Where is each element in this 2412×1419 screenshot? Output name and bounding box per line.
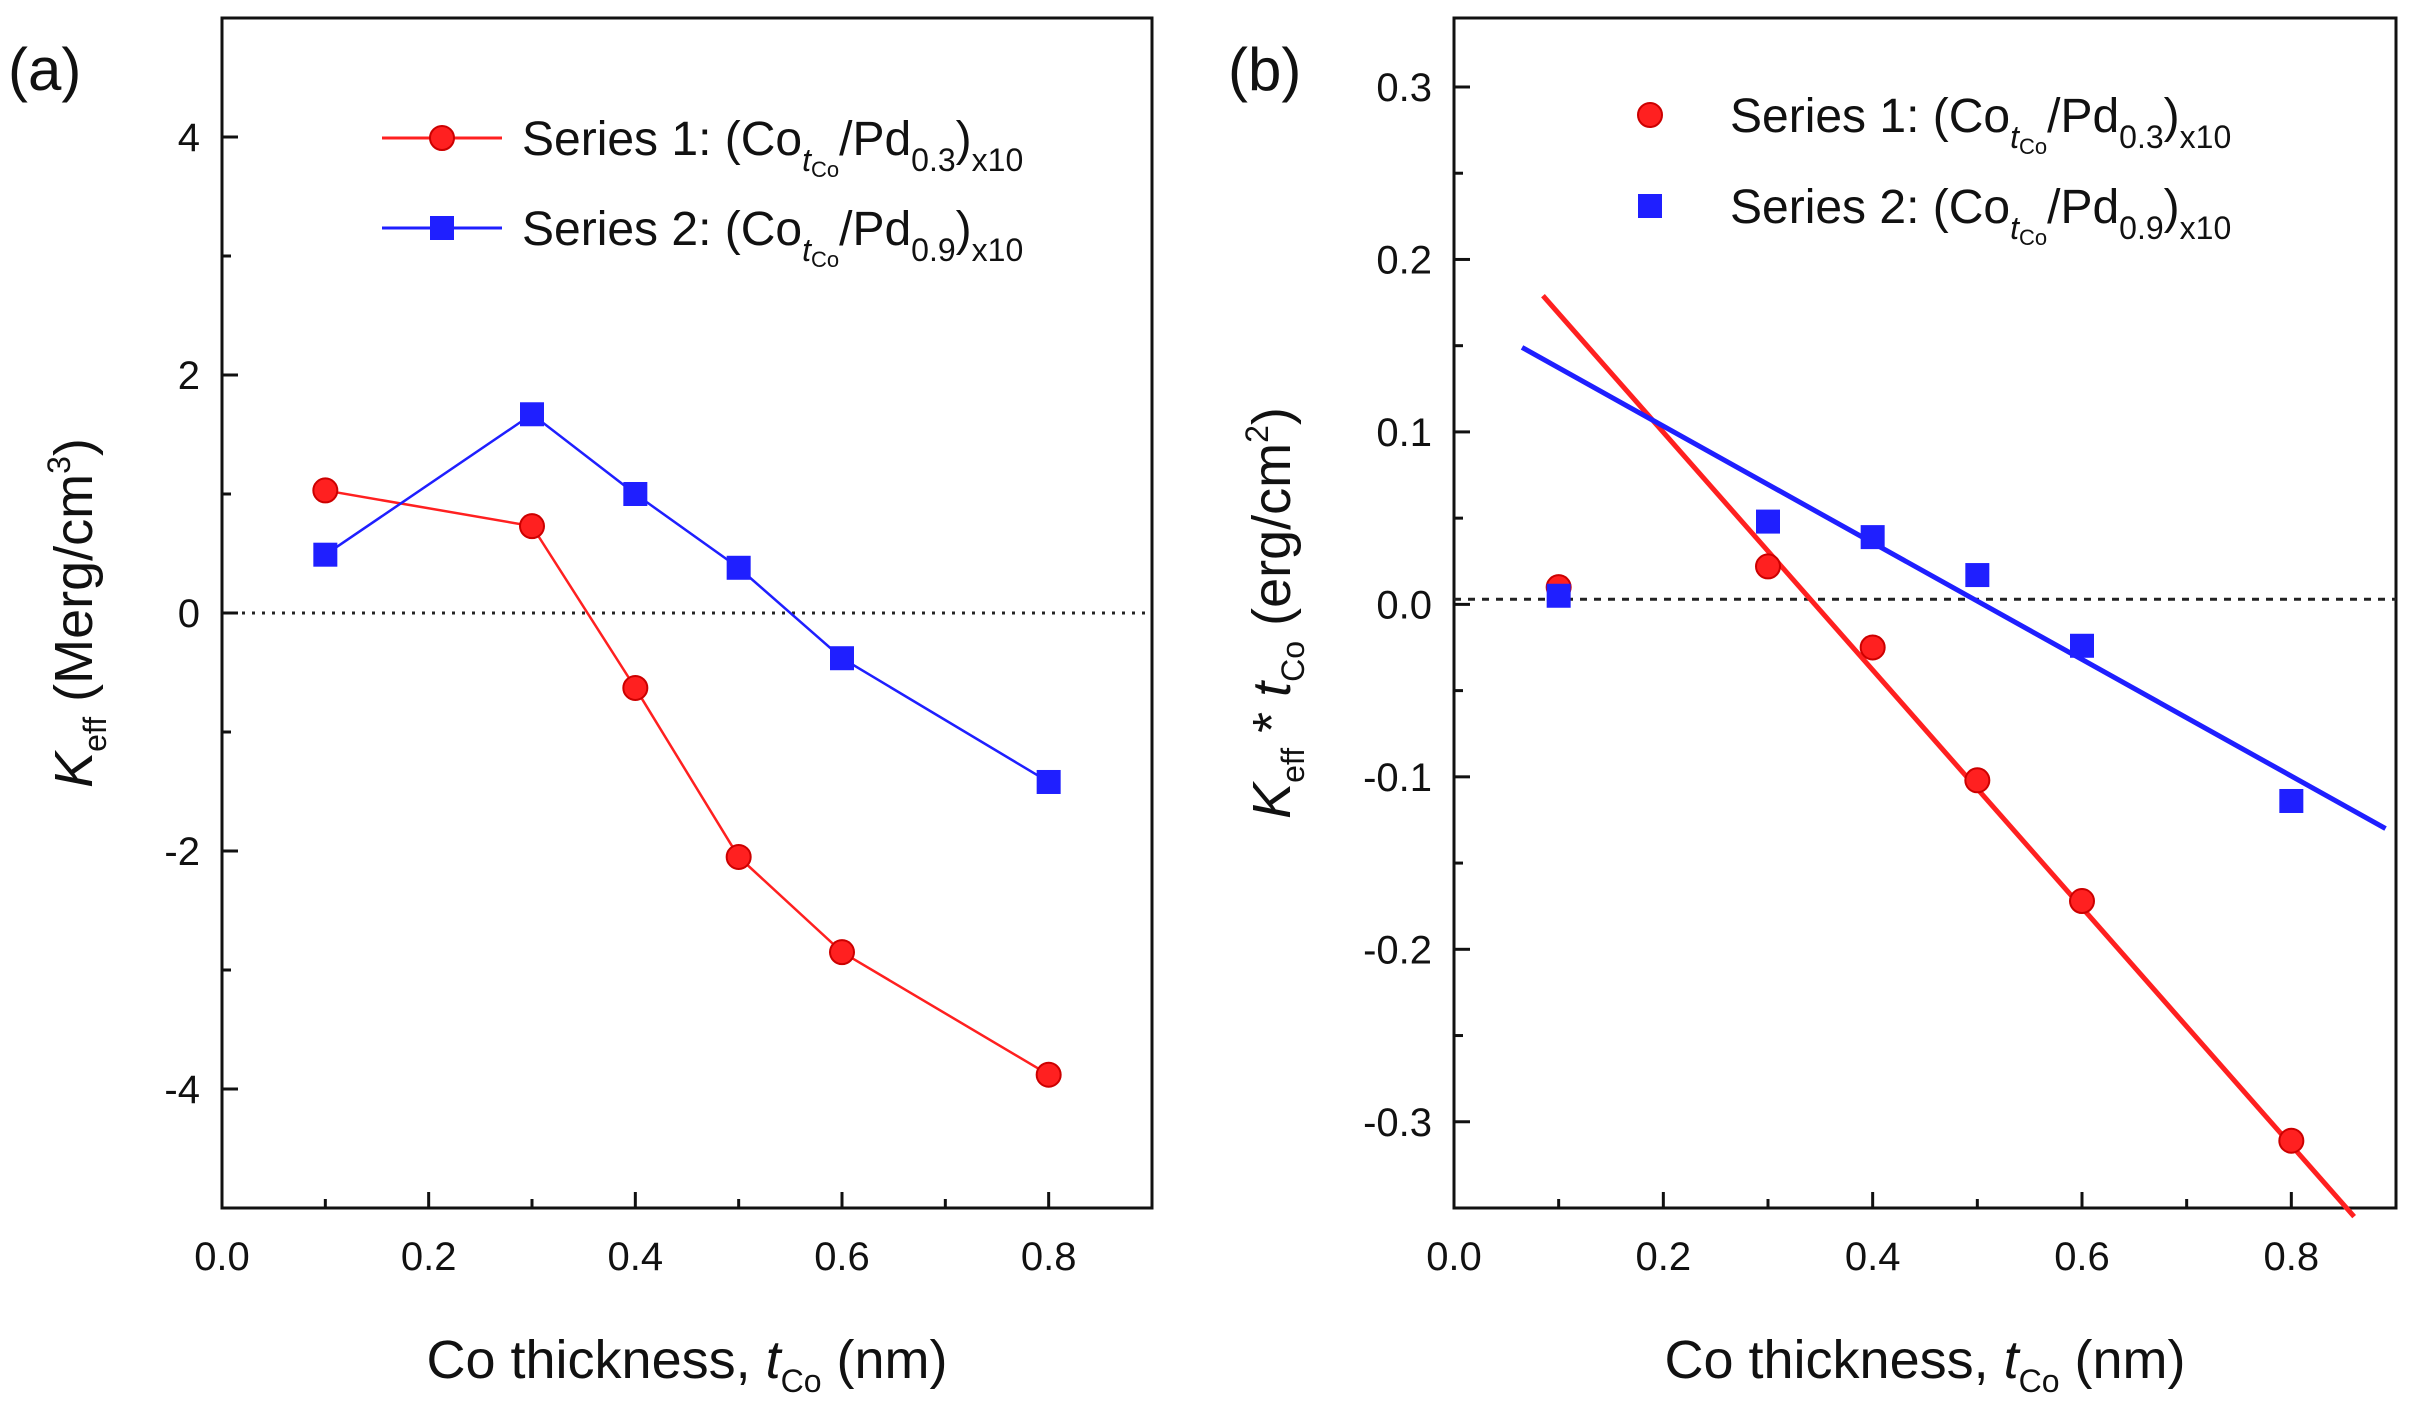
series-2-point (1965, 563, 1990, 588)
y-tick-label: -0.3 (1363, 1101, 1432, 1145)
series-1-point (1755, 553, 1781, 580)
series-1-line (325, 489, 1050, 1076)
series-2-line (324, 412, 1050, 784)
series-2-point (520, 402, 544, 427)
series-1-point (2278, 1127, 2305, 1154)
y-tick-label: -4 (164, 1068, 200, 1112)
series-1-fit-line (1541, 294, 2357, 1219)
y-tick-label: -0.2 (1363, 928, 1432, 972)
legend-label-series-1: Series 1: (CotCo/Pd0.3)x10 (1730, 90, 2231, 159)
legend-marker-series-1 (1637, 102, 1663, 128)
y-tick-label: 0.2 (1376, 238, 1432, 282)
y-tick-label: 0 (178, 592, 200, 636)
series-2 (1520, 345, 2387, 831)
series-2-point (830, 646, 854, 671)
series-1-point (1964, 767, 1991, 794)
legend-label-series-1: Series 1: (CotCo/Pd0.3)x10 (522, 113, 1023, 182)
panel-b-y-axis-label: Keff * tCo (erg/cm2) (1239, 407, 1311, 819)
series-1-point (1035, 1061, 1062, 1088)
x-tick-label: 0.4 (1845, 1235, 1901, 1279)
legend-marker-series-2 (1638, 194, 1662, 218)
series-2-point (1036, 769, 1061, 794)
series-2-point (313, 542, 338, 567)
panel-a: (a) 0.0 0.2 0.4 0.6 0.8 4 2 0 -2 -4 Series 1: (C… (8, 16, 1154, 1399)
panel-b-legend-series-2: Series 2: (CotCo/Pd0.9)x10 (1638, 181, 2231, 250)
series-1-point (829, 939, 855, 966)
legend-label-series-2: Series 2: (CotCo/Pd0.9)x10 (522, 203, 1023, 272)
x-tick-label: 0.6 (2054, 1235, 2110, 1279)
series-1 (312, 477, 1062, 1088)
y-tick-label: 0.0 (1376, 583, 1432, 627)
panel-b-x-axis-label: Co thickness, tCo (nm) (1664, 1330, 2185, 1399)
series-2-point (1860, 525, 1885, 550)
y-tick-label: 0.3 (1376, 66, 1432, 110)
panel-b-x-ticks: 0.0 0.2 0.4 0.6 0.8 (1426, 1192, 2319, 1279)
x-tick-label: 0.0 (1426, 1235, 1482, 1279)
series-2-point (2279, 788, 2304, 813)
y-tick-label: 0.1 (1376, 411, 1432, 455)
series-2-point (623, 482, 648, 506)
panel-a-legend-series-2: Series 2: (CotCo/Pd0.9)x10 (382, 203, 1023, 272)
panel-b-legend: Series 1: (CotCo/Pd0.3)x10 Series 2: (Co… (1637, 90, 2231, 250)
y-tick-label: -2 (164, 830, 200, 874)
x-tick-label: 0.0 (194, 1235, 250, 1279)
panel-a-x-ticks: 0.0 0.2 0.4 0.6 0.8 (194, 1192, 1076, 1279)
series-2-point (2070, 633, 2094, 658)
y-tick-label: 4 (178, 116, 200, 160)
legend-marker-series-1 (429, 125, 455, 151)
panel-b-series (1520, 294, 2387, 1219)
x-tick-label: 0.4 (608, 1235, 664, 1279)
panel-a-label: (a) (8, 36, 81, 103)
panel-b-y-ticks: 0.3 0.2 0.1 0.0 -0.1 -0.2 -0.3 (1363, 66, 1470, 1145)
x-tick-label: 0.6 (814, 1235, 870, 1279)
series-1-point (312, 477, 339, 504)
series-2-point (1756, 509, 1780, 534)
panel-b-label: (b) (1228, 36, 1301, 103)
series-1-point (725, 843, 752, 870)
x-tick-label: 0.2 (401, 1235, 457, 1279)
panel-b-plot-frame (1452, 16, 2398, 1210)
legend-marker-series-2 (430, 216, 454, 240)
series-1 (1541, 294, 2357, 1219)
panel-a-y-ticks: 4 2 0 -2 -4 (164, 116, 238, 1112)
series-2-point (1546, 583, 1571, 608)
series-1-point (2069, 888, 2095, 915)
panel-a-legend: Series 1: (CotCo/Pd0.3)x10 Series 2: (Co… (382, 113, 1023, 272)
series-2-fit-line (1520, 345, 2387, 831)
x-tick-label: 0.8 (1021, 1235, 1077, 1279)
y-tick-label: 2 (178, 354, 200, 398)
series-1-point (622, 674, 649, 701)
legend-label-series-2: Series 2: (CotCo/Pd0.9)x10 (1730, 181, 2231, 250)
panel-a-y-axis-label: Keff (Merg/cm3) (41, 438, 113, 788)
panel-a-x-axis-label: Co thickness, tCo (nm) (426, 1330, 947, 1399)
series-1-point (519, 513, 545, 540)
x-tick-label: 0.8 (2264, 1235, 2320, 1279)
panel-a-series (312, 402, 1062, 1088)
series-2-point (726, 555, 751, 580)
y-tick-label: -0.1 (1363, 756, 1432, 800)
panel-a-legend-series-1: Series 1: (CotCo/Pd0.3)x10 (382, 113, 1023, 182)
panel-b-legend-series-1: Series 1: (CotCo/Pd0.3)x10 (1637, 90, 2231, 159)
x-tick-label: 0.2 (1636, 1235, 1692, 1279)
series-2 (313, 402, 1061, 794)
series-1-point (1859, 634, 1886, 661)
panel-b: (b) 0.0 0.2 0.4 0.6 0.8 0.3 0.2 0.1 0.0 -0.1 -0.2… (1228, 16, 2398, 1399)
